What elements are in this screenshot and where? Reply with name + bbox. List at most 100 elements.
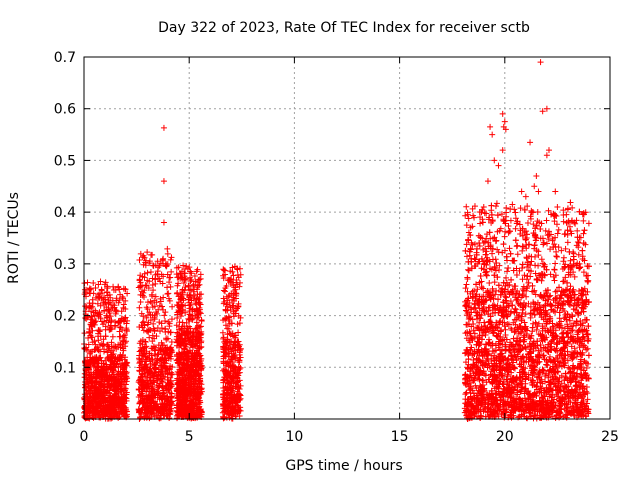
data-point xyxy=(113,307,120,314)
data-point xyxy=(220,346,227,353)
data-point xyxy=(98,286,105,293)
data-point xyxy=(185,327,192,334)
data-point xyxy=(141,254,148,261)
data-points xyxy=(81,59,592,422)
data-point xyxy=(180,306,187,313)
data-point xyxy=(225,389,232,396)
data-point xyxy=(148,291,155,298)
data-point xyxy=(183,379,190,386)
data-point xyxy=(176,410,183,417)
data-point xyxy=(182,354,189,361)
data-point xyxy=(136,304,143,311)
data-point xyxy=(163,365,170,372)
data-point xyxy=(196,345,203,352)
data-point xyxy=(187,287,194,294)
data-point xyxy=(178,351,185,358)
data-point xyxy=(153,382,160,389)
data-point xyxy=(116,328,123,335)
data-point xyxy=(187,334,194,341)
data-point xyxy=(123,395,130,402)
data-point xyxy=(122,394,129,401)
data-point xyxy=(151,369,158,376)
data-point xyxy=(147,269,154,275)
data-point xyxy=(523,293,530,300)
data-point xyxy=(142,282,149,289)
data-point xyxy=(168,383,175,390)
data-point xyxy=(502,332,509,339)
data-point xyxy=(89,358,96,365)
data-point xyxy=(180,297,187,304)
data-point xyxy=(198,367,205,374)
data-point xyxy=(228,338,235,345)
data-point xyxy=(145,319,152,326)
data-point xyxy=(147,398,154,405)
data-point xyxy=(86,372,93,379)
data-point xyxy=(88,313,95,320)
data-point xyxy=(154,400,161,407)
data-point xyxy=(181,266,188,273)
data-point xyxy=(81,330,88,337)
data-point xyxy=(164,344,171,351)
data-point xyxy=(162,317,169,324)
data-point xyxy=(118,361,125,368)
data-point xyxy=(122,314,129,321)
data-point xyxy=(180,367,187,374)
data-point xyxy=(155,350,162,357)
data-point xyxy=(191,273,198,280)
data-point xyxy=(90,279,97,286)
data-point xyxy=(193,368,200,375)
data-point xyxy=(161,412,168,419)
data-point xyxy=(182,284,189,291)
data-point xyxy=(112,322,119,329)
data-point xyxy=(122,306,129,313)
data-point xyxy=(95,398,102,405)
data-point xyxy=(223,301,230,308)
data-point xyxy=(143,384,150,391)
data-point xyxy=(231,284,238,291)
data-point xyxy=(91,312,98,319)
data-point xyxy=(166,279,173,286)
data-point xyxy=(137,392,144,399)
data-point xyxy=(101,346,108,353)
data-point xyxy=(89,348,96,355)
data-point xyxy=(235,384,242,391)
data-point xyxy=(224,336,231,343)
data-point xyxy=(87,354,94,361)
data-point xyxy=(156,328,163,335)
data-point xyxy=(167,329,174,336)
data-point xyxy=(146,258,153,265)
data-point xyxy=(139,400,146,407)
data-point xyxy=(104,355,111,362)
data-point xyxy=(188,397,195,404)
data-point xyxy=(224,407,231,414)
data-point xyxy=(158,362,165,369)
data-point xyxy=(136,276,143,283)
data-point xyxy=(146,334,153,341)
data-point xyxy=(191,292,198,299)
data-point xyxy=(101,300,108,307)
data-point xyxy=(144,399,151,406)
data-point xyxy=(137,298,144,305)
data-point xyxy=(87,383,94,390)
data-point xyxy=(220,403,227,410)
data-point xyxy=(140,313,147,320)
data-point xyxy=(104,315,111,322)
data-point xyxy=(175,381,182,388)
data-point xyxy=(155,408,162,415)
data-point xyxy=(137,347,144,354)
data-point xyxy=(190,281,197,288)
data-point xyxy=(569,204,576,211)
data-point xyxy=(230,333,237,340)
data-point xyxy=(167,374,174,381)
data-point xyxy=(103,288,110,295)
data-point xyxy=(224,297,231,304)
data-point xyxy=(89,303,96,310)
data-point xyxy=(92,407,99,414)
data-point xyxy=(191,390,198,397)
data-point xyxy=(95,311,102,318)
data-point xyxy=(105,299,112,306)
data-point xyxy=(140,327,147,334)
data-point xyxy=(168,393,175,400)
data-point xyxy=(135,379,142,386)
data-point xyxy=(148,251,155,258)
